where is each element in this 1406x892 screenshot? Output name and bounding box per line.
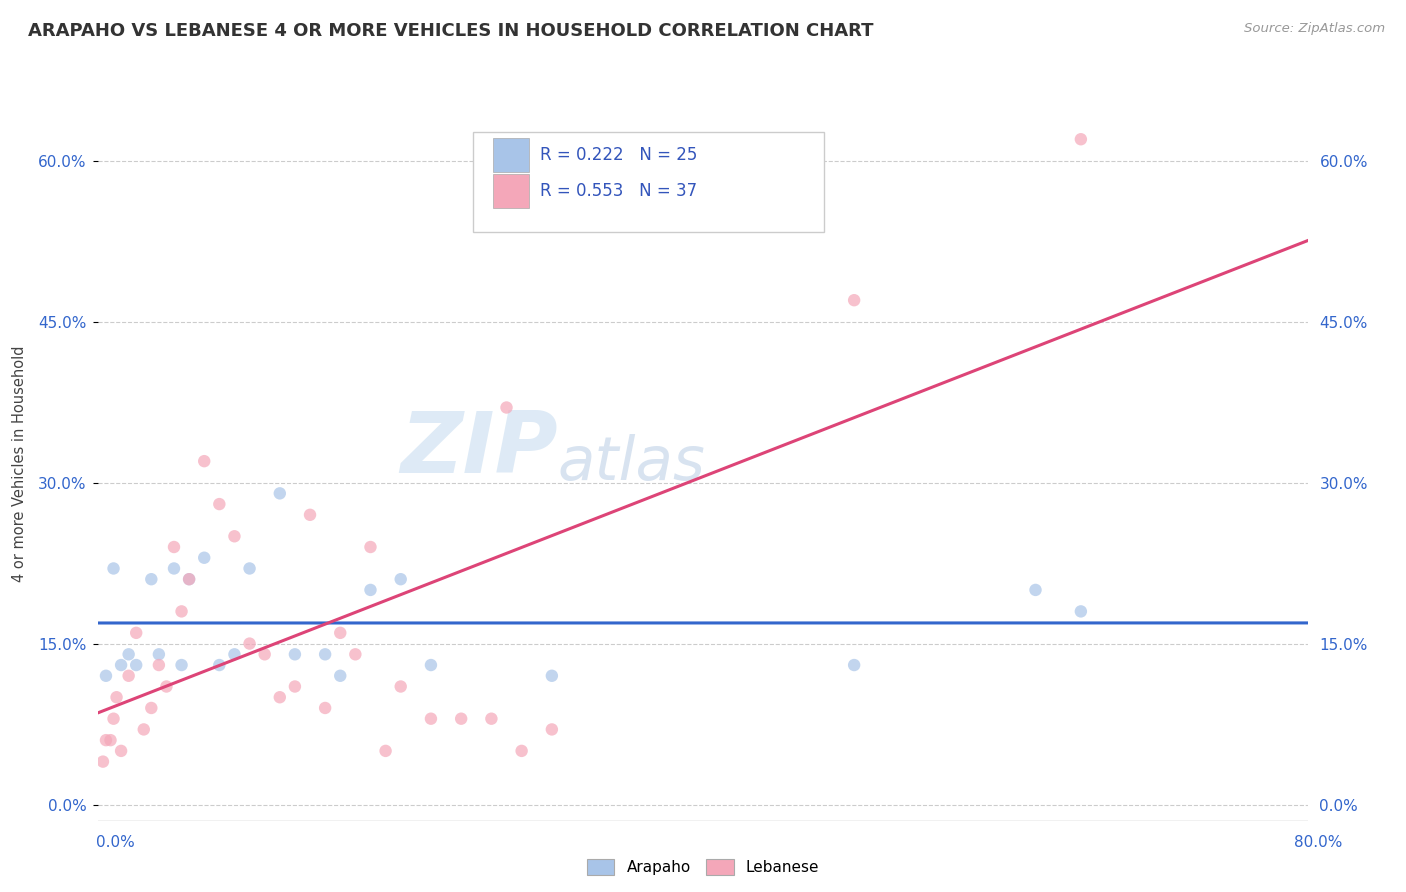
Point — [91, 755, 114, 769]
Point — [148, 648, 170, 662]
Point — [420, 658, 443, 673]
Point — [179, 572, 201, 586]
Point — [208, 497, 231, 511]
Point — [450, 712, 472, 726]
Point — [314, 701, 336, 715]
Legend: Arapaho, Lebanese: Arapaho, Lebanese — [586, 860, 820, 875]
Point — [481, 712, 503, 726]
Point — [110, 744, 132, 758]
Point — [163, 540, 186, 554]
Point — [269, 486, 291, 500]
Y-axis label: 4 or more Vehicles in Household: 4 or more Vehicles in Household — [13, 345, 27, 582]
Point — [100, 733, 122, 747]
FancyBboxPatch shape — [492, 174, 529, 208]
Point — [103, 561, 125, 575]
Point — [269, 690, 291, 705]
FancyBboxPatch shape — [492, 138, 529, 172]
Point — [118, 648, 141, 662]
Point — [239, 637, 262, 651]
Point — [420, 712, 443, 726]
Text: atlas: atlas — [558, 434, 706, 493]
Point — [495, 401, 517, 415]
Point — [94, 669, 117, 683]
Point — [284, 680, 307, 694]
Point — [141, 572, 163, 586]
Point — [541, 669, 564, 683]
Point — [239, 561, 262, 575]
Point — [360, 582, 382, 597]
Point — [193, 454, 215, 468]
Point — [94, 733, 117, 747]
Point — [1024, 582, 1046, 597]
Point — [103, 712, 125, 726]
Point — [105, 690, 128, 705]
Text: R = 0.553   N = 37: R = 0.553 N = 37 — [540, 182, 697, 200]
Point — [118, 669, 141, 683]
Text: 0.0%: 0.0% — [96, 836, 135, 850]
Text: 80.0%: 80.0% — [1295, 836, 1343, 850]
Point — [170, 604, 193, 618]
FancyBboxPatch shape — [474, 132, 824, 232]
Point — [208, 658, 231, 673]
Point — [1070, 604, 1092, 618]
Point — [141, 701, 163, 715]
Point — [314, 648, 336, 662]
Point — [148, 658, 170, 673]
Text: Source: ZipAtlas.com: Source: ZipAtlas.com — [1244, 22, 1385, 36]
Point — [299, 508, 322, 522]
Point — [510, 744, 533, 758]
Point — [360, 540, 382, 554]
Point — [193, 550, 215, 565]
Point — [1070, 132, 1092, 146]
Point — [844, 293, 866, 308]
Text: ARAPAHO VS LEBANESE 4 OR MORE VEHICLES IN HOUSEHOLD CORRELATION CHART: ARAPAHO VS LEBANESE 4 OR MORE VEHICLES I… — [28, 22, 873, 40]
Point — [125, 658, 148, 673]
Point — [224, 529, 246, 543]
Point — [253, 648, 276, 662]
Point — [155, 680, 177, 694]
Point — [224, 648, 246, 662]
Point — [284, 648, 307, 662]
Text: ZIP: ZIP — [401, 408, 558, 491]
Point — [389, 680, 412, 694]
Point — [374, 744, 396, 758]
Point — [179, 572, 201, 586]
Point — [163, 561, 186, 575]
Point — [541, 723, 564, 737]
Point — [132, 723, 155, 737]
Text: R = 0.222   N = 25: R = 0.222 N = 25 — [540, 146, 697, 164]
Point — [344, 648, 367, 662]
Point — [110, 658, 132, 673]
Point — [125, 625, 148, 640]
Point — [170, 658, 193, 673]
Point — [844, 658, 866, 673]
Point — [389, 572, 412, 586]
Point — [329, 625, 352, 640]
Point — [329, 669, 352, 683]
